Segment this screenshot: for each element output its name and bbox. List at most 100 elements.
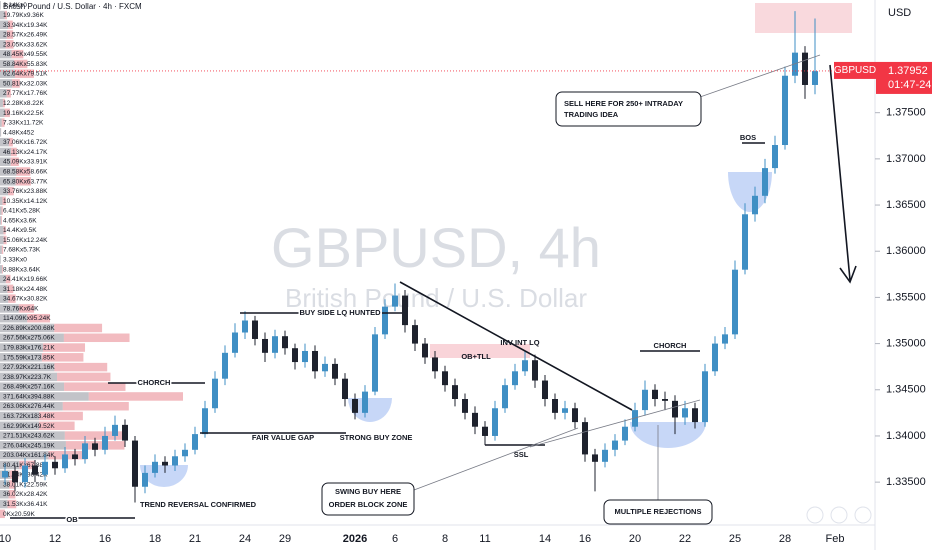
candle-body: [512, 371, 518, 386]
candle-body: [252, 320, 258, 339]
annotation: OB+TLL: [461, 352, 491, 361]
vp-sell-bar: [0, 509, 5, 519]
vp-label: 263.06Kx276.44K: [3, 403, 55, 410]
candle-body: [22, 465, 28, 483]
vp-label: 10.35Kx14.12K: [3, 198, 48, 205]
candle-body: [172, 456, 178, 466]
annotation: SSL: [514, 450, 529, 459]
y-tick-label: 1.34500: [886, 384, 926, 396]
vp-buy-bar: [0, 401, 63, 411]
candles: [2, 11, 818, 503]
vp-buy-bar: [0, 10, 5, 20]
vp-buy-bar: [0, 108, 5, 118]
vp-sell-bar: [15, 177, 31, 186]
vp-buy-bar: [0, 304, 19, 313]
vp-buy-bar: [0, 441, 66, 450]
vp-sell-bar: [3, 225, 6, 235]
candle-body: [752, 195, 758, 215]
candle-body: [102, 435, 108, 450]
candle-body: [122, 424, 128, 441]
x-tick-label: 16: [579, 533, 591, 545]
vp-buy-bar: [0, 40, 6, 49]
vp-label: 45.09Kx33.91K: [3, 159, 48, 166]
candle-body: [612, 440, 618, 450]
vp-buy-bar: [0, 69, 15, 78]
annotation-box: [603, 499, 713, 525]
candle-body: [262, 338, 268, 353]
annotation: TRADING IDEA: [564, 110, 619, 119]
pointer-line: [699, 54, 821, 98]
vp-label: 0Kx20.59K: [3, 511, 35, 518]
vp-label: 162.99Kx149.52K: [3, 423, 55, 430]
candle-body: [792, 52, 798, 76]
countdown-label: 01:47-24: [888, 79, 931, 91]
vp-label: 37.06Kx16.72K: [3, 139, 48, 146]
annotation: CHORCH: [138, 378, 171, 387]
candle-body: [372, 334, 378, 392]
target-arrow: [829, 64, 851, 281]
vp-buy-bar: [0, 1, 1, 10]
candle-body: [472, 412, 478, 427]
candle-body: [62, 454, 68, 469]
vp-sell-bar: [27, 313, 50, 323]
candle-body: [432, 357, 438, 372]
vp-label: 24.41Kx19.66K: [3, 276, 48, 283]
vp-sell-bar: [39, 411, 83, 421]
candle-body: [412, 325, 418, 344]
vp-buy-bar: [0, 499, 8, 509]
supply-zone: [755, 3, 852, 33]
currency-label: USD: [888, 7, 911, 19]
vp-label: 65.80Kx63.77K: [3, 178, 48, 185]
candle-body: [42, 461, 48, 475]
vp-label: 19.79Kx9.36K: [3, 12, 45, 19]
vp-sell-bar: [4, 108, 10, 118]
vp-buy-bar: [0, 362, 55, 372]
icon[interactable]: [830, 506, 848, 524]
annotation-box: [555, 91, 702, 127]
vp-label: 34.67Kx30.82K: [3, 296, 48, 303]
watermark-description: British Pound / U.S. Dollar: [285, 283, 587, 313]
x-tick-label: Feb: [826, 533, 845, 545]
y-tick-label: 1.37500: [886, 107, 926, 119]
candle-body: [502, 385, 508, 409]
vp-label: 4.65Kx3.6K: [3, 217, 37, 224]
vp-buy-bar: [0, 157, 11, 166]
vp-sell-bar: [42, 343, 86, 352]
icon[interactable]: [806, 506, 824, 524]
icon[interactable]: [854, 506, 872, 524]
candle-body: [292, 348, 298, 363]
candle-body: [722, 334, 728, 344]
vp-buy-bar: [0, 177, 16, 186]
axes: 1.33500 1.34000 1.34500 1.35000 1.35500 1.360…: [0, 61, 932, 545]
x-tick-label: 22: [679, 533, 691, 545]
candle-body: [152, 461, 158, 473]
y-tick-label: 1.36000: [886, 245, 926, 257]
candle-body: [802, 52, 808, 85]
vp-label: 58.84Kx55.83K: [3, 61, 48, 68]
candle-body: [462, 399, 468, 413]
candle-body: [652, 389, 658, 400]
vp-label: 7.68Kx5.73K: [3, 247, 41, 254]
vp-sell-bar: [62, 401, 129, 411]
candle-body: [552, 399, 558, 413]
price-tag: [876, 61, 932, 94]
candle-body: [322, 363, 328, 372]
candle-body: [702, 371, 708, 423]
vp-sell-bar: [19, 460, 36, 470]
annotation: CHORCH: [654, 341, 687, 350]
candle-body: [382, 306, 388, 335]
candle-body: [482, 426, 488, 436]
vp-buy-bar: [0, 89, 7, 98]
vp-label: 36.02Kx28.42K: [3, 491, 48, 498]
candle-body: [12, 471, 18, 483]
zone-highlight: [348, 398, 392, 422]
candle-body: [562, 408, 568, 413]
vp-label: 267.56Kx275.06K: [3, 335, 55, 342]
vp-label: 68.58Kx58.66K: [3, 168, 48, 175]
annotation: INV INT LQ: [500, 338, 539, 347]
y-tick-label: 1.35500: [886, 291, 926, 303]
candle-body: [82, 443, 88, 460]
vp-buy-bar: [0, 147, 12, 157]
vp-buy-bar: [0, 353, 42, 362]
